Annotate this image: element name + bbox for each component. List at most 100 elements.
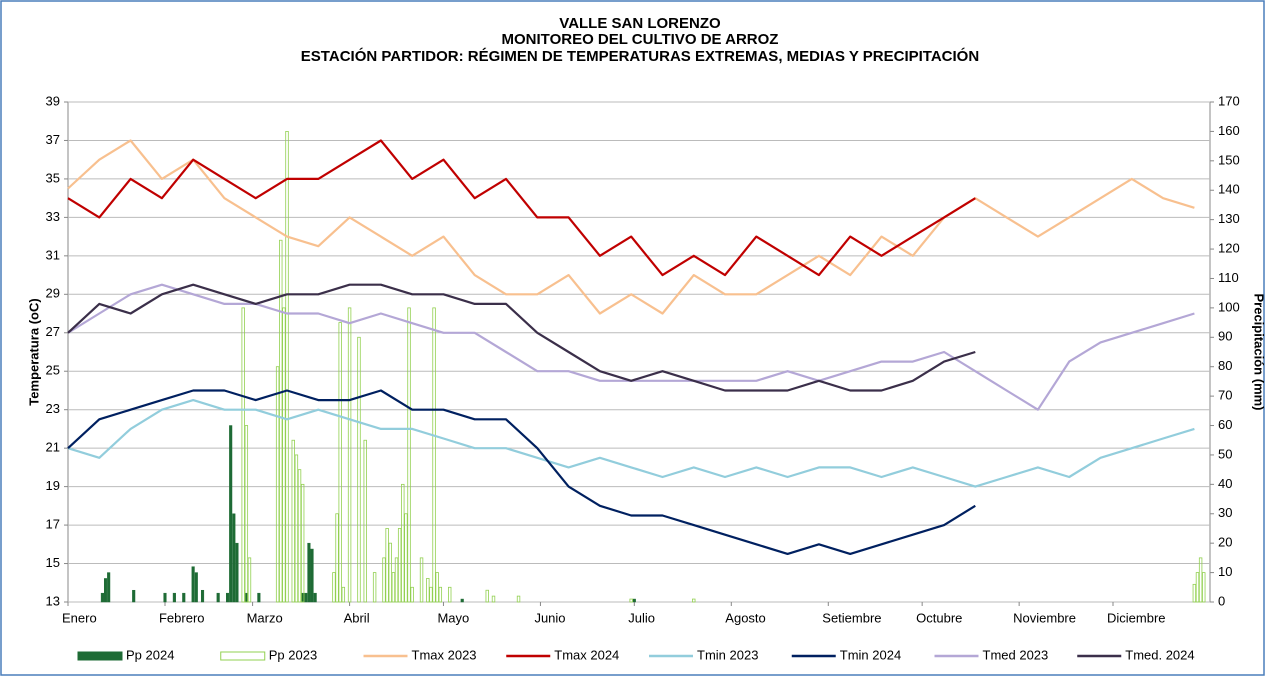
bar [357,336,361,603]
bar [182,592,186,603]
y2-tick-label: 150 [1218,152,1240,167]
bar [232,513,236,603]
y2-tick-label: 90 [1218,329,1232,344]
bar [1195,572,1200,603]
bar [294,454,299,603]
y-tick-label: 27 [46,324,60,339]
bar [404,513,408,603]
y2-tick-label: 130 [1218,211,1240,226]
bar [338,322,342,603]
bar [401,483,405,603]
legend-label: Pp 2023 [269,647,317,662]
y2-tick-label: 50 [1218,446,1232,461]
line [67,139,976,277]
y2-tick-label: 70 [1218,388,1232,403]
x-tick-label: Mayo [437,610,469,625]
y-tick-label: 17 [46,517,60,532]
x-tick-label: Enero [62,610,97,625]
bar [282,307,286,603]
y2-tick-label: 140 [1218,182,1240,197]
bar [397,528,402,603]
y-tick-label: 21 [46,440,60,455]
bar [438,586,443,603]
bar [429,586,433,603]
y2-tick-label: 80 [1218,358,1232,373]
bar [194,572,198,603]
y2-axis-title: Precipitación (mm) [1252,293,1265,410]
bar [107,572,111,603]
y-tick-label: 39 [46,93,60,108]
bar [692,598,696,603]
x-tick-label: Febrero [159,610,205,625]
chart-subtitle: MONITOREO DEL CULTIVO DE ARROZ [502,31,779,48]
bar [632,598,636,603]
bar [191,566,195,603]
y-tick-label: 33 [46,209,60,224]
chart-subtitle: ESTACIÓN PARTIDOR: RÉGIMEN DE TEMPERATUR… [301,47,979,65]
y2-tick-label: 60 [1218,417,1232,432]
bar [226,592,230,603]
y-axis-title: Temperatura (oC) [26,298,41,405]
bar [307,542,311,603]
legend-label: Tmed. 2024 [1125,647,1194,662]
bar [100,592,104,603]
y-tick-label: 23 [46,401,60,416]
bar [300,483,305,603]
x-tick-label: Agosto [725,610,765,625]
y2-tick-label: 0 [1218,593,1225,608]
legend-label: Tmin 2024 [840,647,901,662]
bar [485,589,489,603]
y-tick-label: 25 [46,363,60,378]
x-tick-label: Setiembre [822,610,881,625]
bar [629,598,633,603]
line [67,389,976,555]
legend-label: Tmax 2023 [412,647,477,662]
bar [341,586,346,603]
chart-title: VALLE SAN LORENZO [559,15,721,32]
y2-tick-label: 20 [1218,535,1232,550]
bar [394,557,399,603]
bar [391,572,396,603]
bar [385,528,389,603]
bar [382,557,386,603]
bar [435,572,439,603]
line [67,283,976,392]
bar [372,572,377,603]
bar [410,586,414,603]
legend-label: Pp 2024 [126,647,174,662]
x-tick-label: Octubre [916,610,962,625]
bar [460,598,464,603]
y2-tick-label: 30 [1218,505,1232,520]
legend-label: Tmed 2023 [983,647,1049,662]
bar [291,439,295,603]
y-tick-label: 15 [46,555,60,570]
x-tick-label: Abril [344,610,370,625]
y-tick-label: 37 [46,132,60,147]
y2-tick-label: 120 [1218,240,1240,255]
y2-tick-label: 110 [1218,270,1239,285]
bar [244,425,249,603]
bar [132,589,136,603]
bar [304,592,308,603]
bar [285,131,289,603]
bar [172,592,176,603]
bar [432,307,436,603]
bar [216,592,220,603]
x-tick-label: Noviembre [1013,610,1076,625]
y-tick-label: 29 [46,286,60,301]
bar [163,592,167,603]
bar [1192,583,1197,603]
bar [275,366,280,603]
x-tick-label: Diciembre [1107,610,1166,625]
bar [235,542,239,603]
y-tick-label: 35 [46,170,60,185]
bar [448,586,452,603]
x-tick-label: Junio [534,610,565,625]
y2-tick-label: 40 [1218,476,1232,491]
bar [363,439,367,603]
x-tick-label: Julio [628,610,655,625]
y2-tick-label: 170 [1218,93,1240,108]
bar [229,425,233,603]
bar [1198,557,1203,603]
